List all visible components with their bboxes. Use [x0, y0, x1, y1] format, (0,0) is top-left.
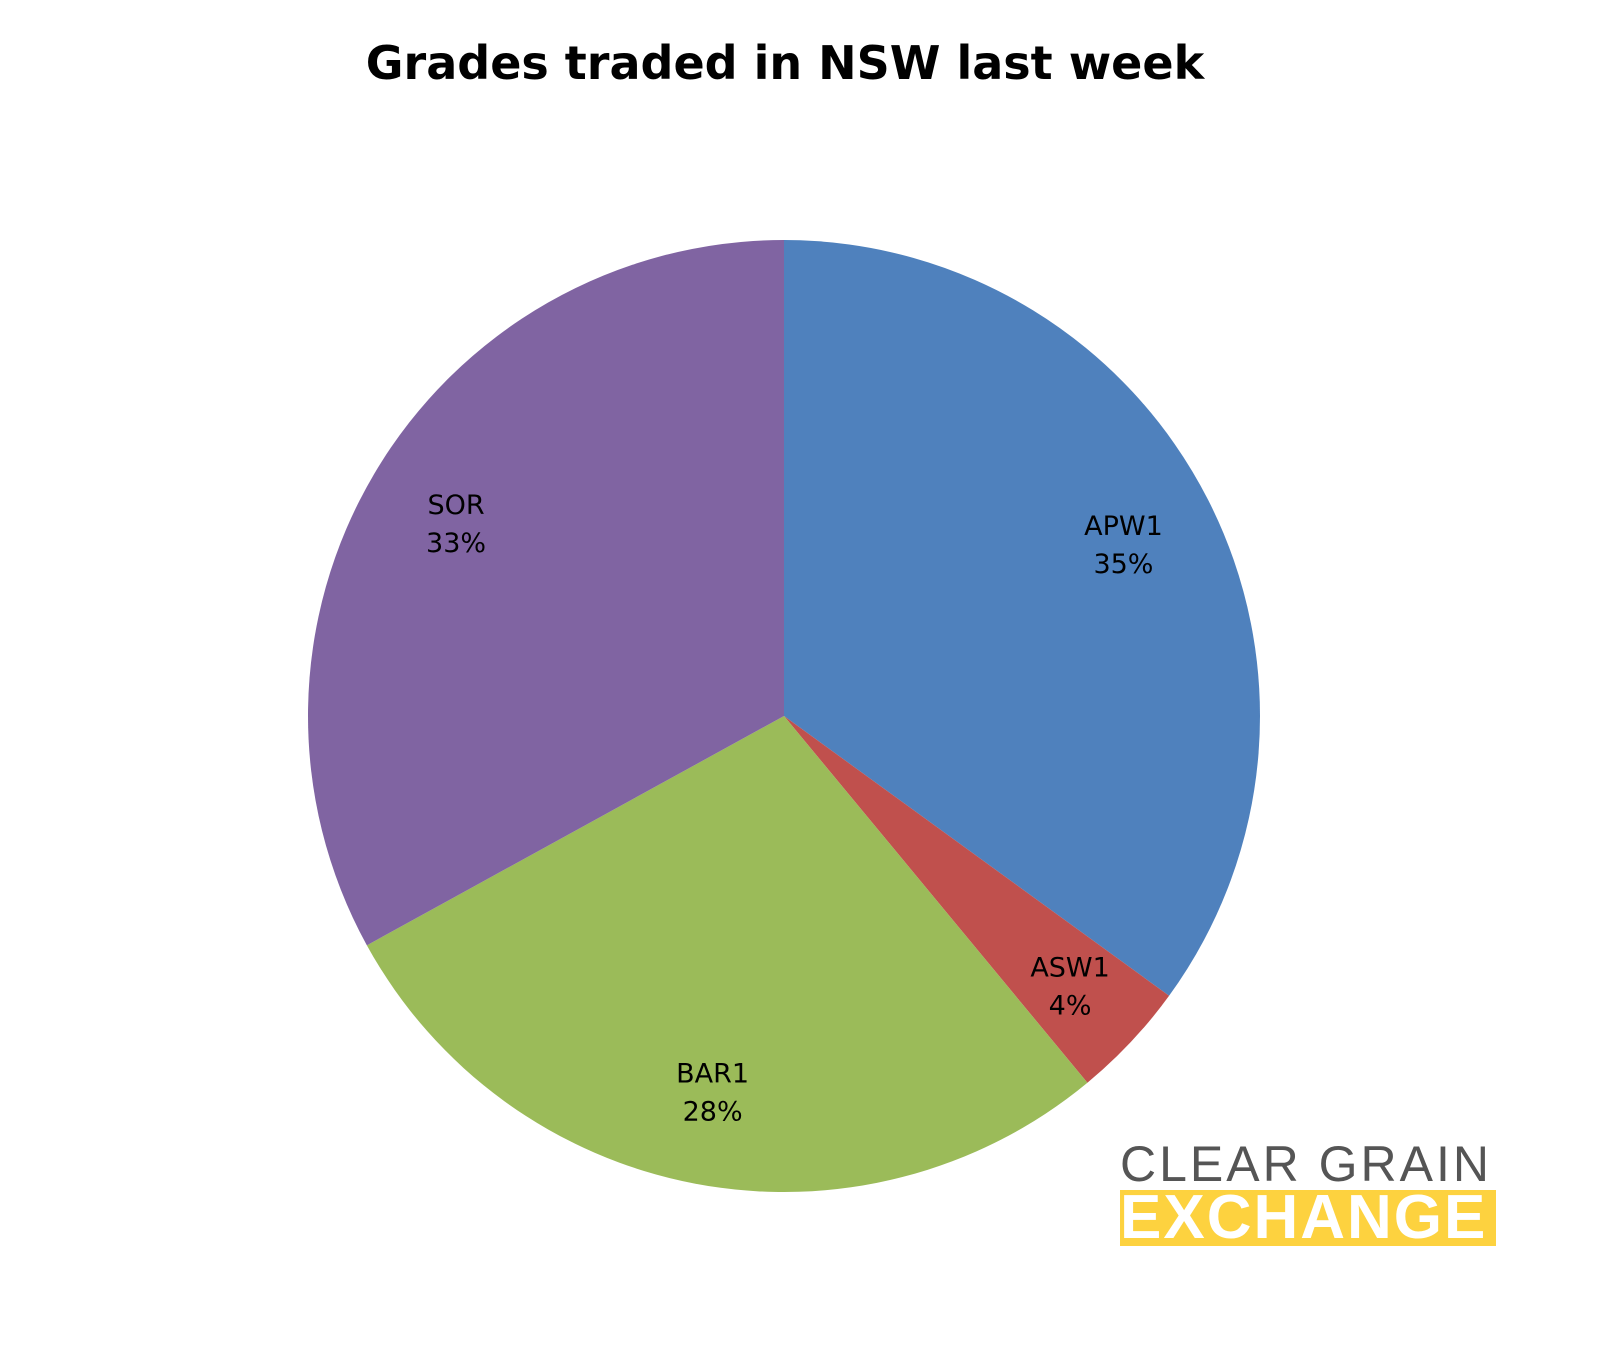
data-label-bar1: BAR1	[676, 1058, 749, 1089]
pie-slice-sor	[307, 240, 784, 946]
data-value-bar1: 28%	[683, 1096, 743, 1127]
data-value-asw1: 4%	[1049, 991, 1092, 1022]
pie-slice-apw1	[784, 240, 1260, 996]
logo-line-2: EXCHANGE	[1120, 1190, 1496, 1246]
clear-grain-exchange-logo: CLEAR GRAIN EXCHANGE	[1120, 1138, 1496, 1246]
data-label-apw1: APW1	[1084, 511, 1163, 542]
pie-slice-asw1	[784, 716, 1170, 1083]
chart-title: Grades traded in NSW last week	[365, 36, 1205, 90]
data-value-apw1: 35%	[1093, 549, 1153, 580]
data-value-sor: 33%	[426, 528, 486, 559]
data-label-sor: SOR	[427, 490, 484, 521]
pie-slice-bar1	[366, 716, 1088, 1193]
logo-line-1: CLEAR GRAIN	[1120, 1136, 1492, 1192]
data-label-asw1: ASW1	[1030, 953, 1109, 984]
